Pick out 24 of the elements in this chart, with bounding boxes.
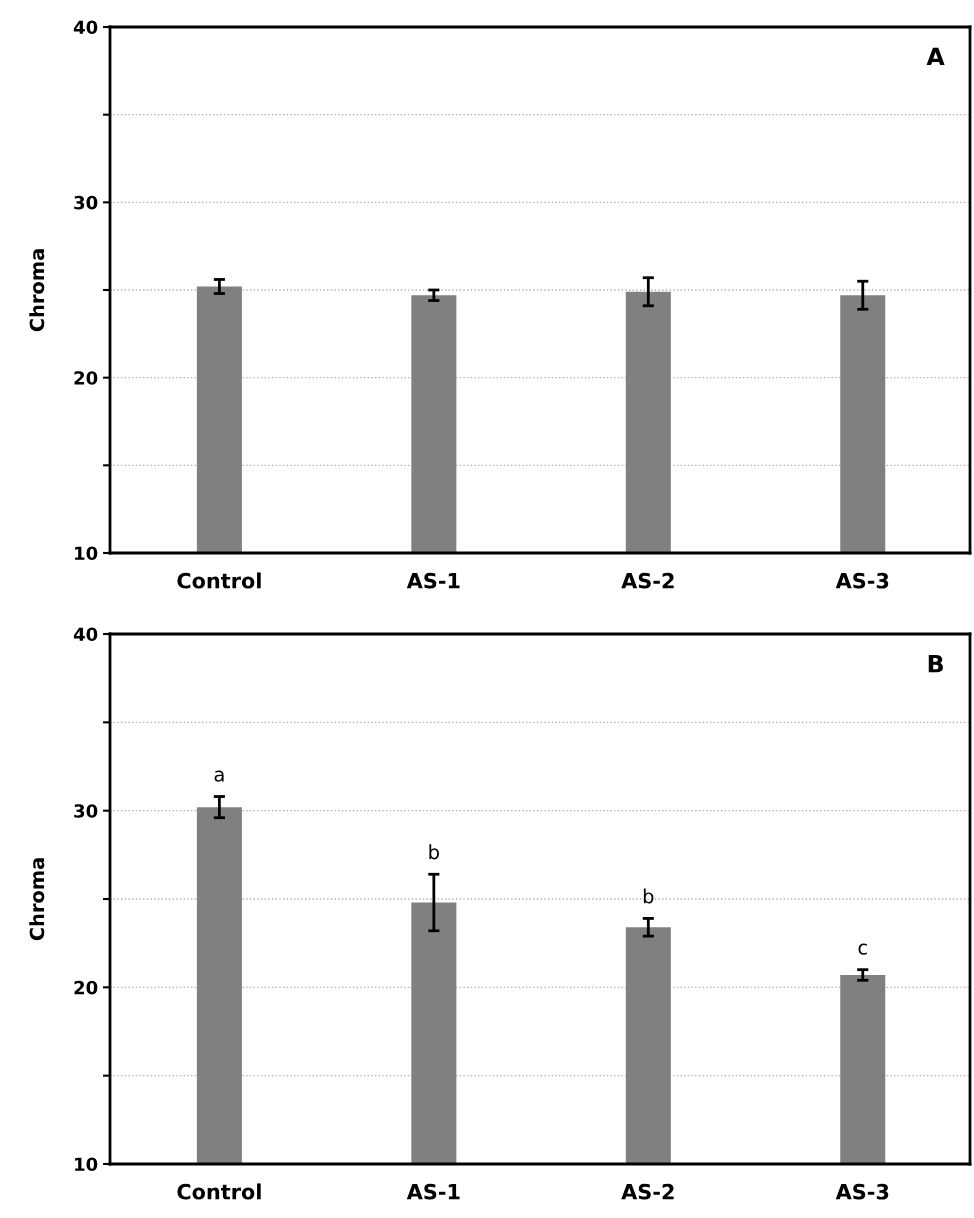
annotation: a — [214, 770, 224, 782]
x-tick-label: AS-1 — [406, 1183, 460, 1200]
x-tick-label: AS-3 — [835, 572, 889, 589]
y-tick-label: 30 — [74, 804, 98, 818]
annotation: b — [643, 888, 654, 904]
y-tick-label: 40 — [73, 20, 98, 35]
x-tick-label: AS-2 — [621, 572, 674, 589]
annotation: b — [429, 844, 439, 860]
y-tick-label: 20 — [74, 980, 98, 995]
y-axis-title: Chroma — [29, 858, 45, 941]
x-tick-label: Control — [177, 572, 261, 589]
y-axis-title: Chroma — [29, 249, 45, 332]
y-tick-label: 40 — [73, 627, 98, 642]
annotation: c — [858, 943, 867, 955]
x-tick-label: AS-2 — [621, 1183, 674, 1200]
text: A — [926, 47, 945, 66]
x-tick-label: AS-3 — [835, 1183, 889, 1200]
y-tick-label: 30 — [74, 195, 98, 210]
y-tick-label: 10 — [75, 546, 98, 561]
x-tick-label: AS-1 — [406, 572, 460, 589]
x-tick-label: Control — [177, 1183, 261, 1200]
text: B — [928, 655, 943, 673]
y-tick-label: 20 — [74, 371, 98, 385]
y-tick-label: 10 — [75, 1157, 98, 1172]
